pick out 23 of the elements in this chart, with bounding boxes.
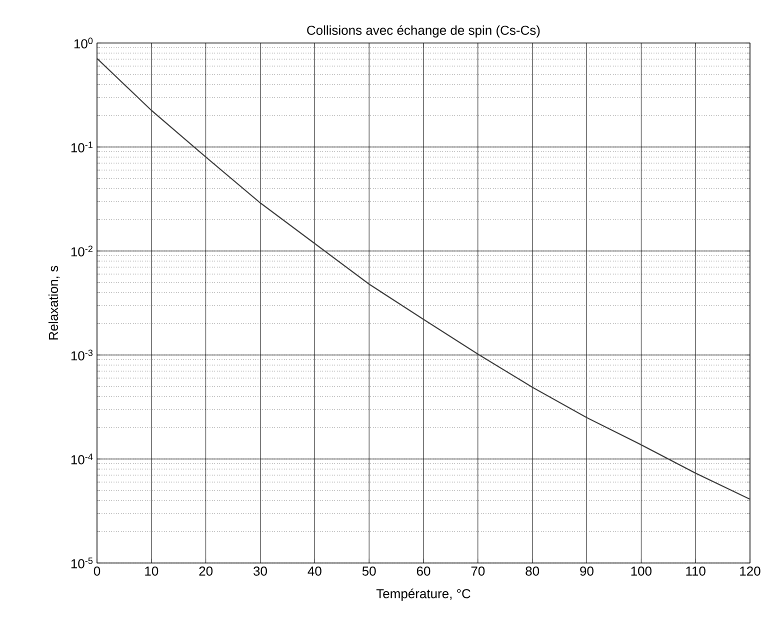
x-axis-title: Température, °C [376, 588, 470, 601]
x-tick-label: 110 [686, 566, 706, 576]
y-tick-label: 10$^{-5}$ [71, 558, 93, 568]
y-tick-label: 10$^{-4}$ [71, 454, 93, 464]
y-axis-title: Relaxation, s [48, 266, 60, 340]
x-tick-label: 20 [199, 566, 213, 576]
y-tick-label: 10$^{0}$ [74, 38, 93, 48]
x-tick-label: 60 [416, 566, 430, 576]
x-tick-label: 80 [526, 566, 540, 576]
line-series [97, 58, 750, 500]
x-tick-label: 0 [94, 566, 100, 576]
x-tick-label: 50 [362, 566, 376, 576]
x-tick-label: 120 [740, 566, 760, 576]
y-tick-label: 10$^{-1}$ [71, 142, 93, 152]
y-tick-label: 10$^{-2}$ [71, 246, 93, 256]
x-tick-label: 40 [308, 566, 322, 576]
x-tick-label: 30 [254, 566, 267, 576]
chart-title: Collisions avec échange de spin (Cs-Cs) [307, 25, 540, 38]
x-tick-label: 70 [471, 566, 485, 576]
x-tick-label: 10 [145, 566, 158, 576]
x-tick-label: 90 [580, 566, 594, 576]
x-tick-label: 100 [631, 566, 652, 576]
y-tick-label: 10$^{-3}$ [71, 350, 93, 360]
